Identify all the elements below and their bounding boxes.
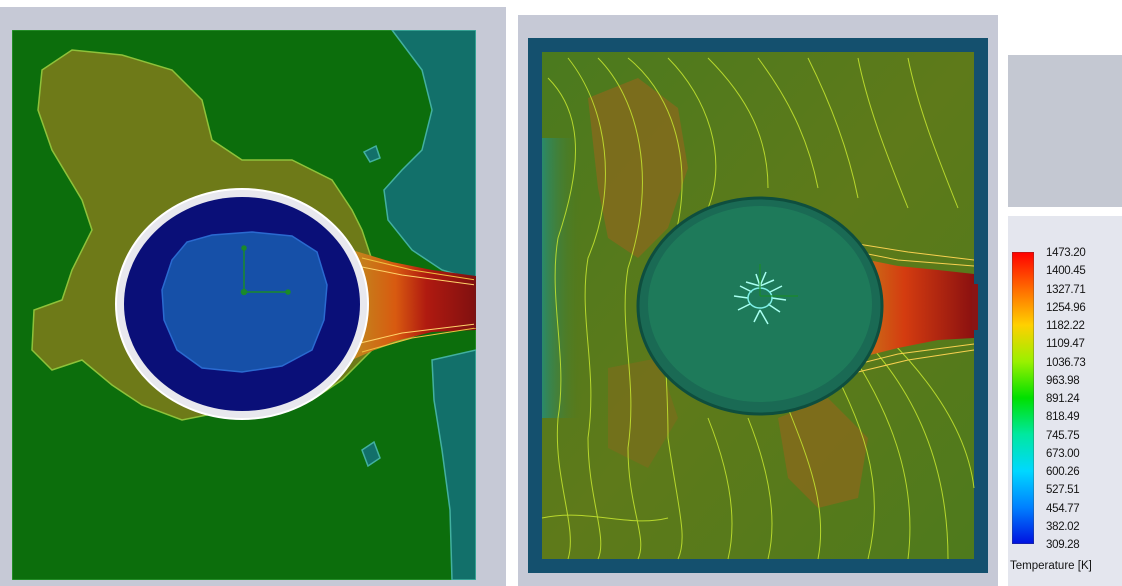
legend-tick-label: 818.49 xyxy=(1046,411,1080,424)
legend-tick-label: 454.77 xyxy=(1046,502,1080,515)
legend-tick-label: 745.75 xyxy=(1046,429,1080,442)
right-warm-pocket-top xyxy=(588,78,688,258)
legend-tick-label: 1473.20 xyxy=(1046,247,1086,259)
legend-tick-label: 527.51 xyxy=(1046,484,1080,497)
right-hot-jet xyxy=(858,258,974,358)
legend-title: Temperature [K] xyxy=(1010,560,1092,572)
legend-tick-label: 1254.96 xyxy=(1046,301,1086,314)
legend-tick-label: 1036.73 xyxy=(1046,356,1086,369)
right-nozzle xyxy=(972,284,978,330)
legend-tick-label: 963.98 xyxy=(1046,374,1080,387)
legend-tick-label: 600.26 xyxy=(1046,466,1080,478)
left-axis-marker xyxy=(240,245,291,296)
left-cylinder-core xyxy=(161,231,328,373)
legend-colorbar-fill xyxy=(1012,252,1034,544)
right-isolines xyxy=(541,57,975,560)
right-warm-pocket-bottom xyxy=(778,398,868,508)
legend-tick-label: 309.28 xyxy=(1046,539,1080,551)
right-cylinder-inner xyxy=(648,206,872,402)
left-cool-region xyxy=(383,30,476,281)
left-cool-region-lower xyxy=(431,349,476,580)
legend-header-panel xyxy=(1008,55,1122,207)
legend-colorbar xyxy=(1012,252,1034,544)
right-warm-pocket-left xyxy=(608,358,678,468)
legend-tick-label: 673.00 xyxy=(1046,447,1080,460)
legend-tick-label: 891.24 xyxy=(1046,393,1080,405)
right-temperature-plot xyxy=(528,38,988,573)
left-hot-jet xyxy=(352,250,476,360)
legend-tick-label: 1182.22 xyxy=(1046,320,1085,332)
left-nozzle xyxy=(474,278,476,328)
legend-tick-label: 1400.45 xyxy=(1046,265,1086,278)
left-cool-spot xyxy=(361,440,381,468)
left-temperature-plot xyxy=(12,30,476,580)
left-cool-spot-2 xyxy=(362,144,381,163)
legend-tick-label: 1327.71 xyxy=(1046,283,1086,296)
right-axis-marker xyxy=(759,264,798,297)
legend-tick-label: 1109.47 xyxy=(1046,338,1085,351)
legend-tick-label: 382.02 xyxy=(1046,520,1080,533)
